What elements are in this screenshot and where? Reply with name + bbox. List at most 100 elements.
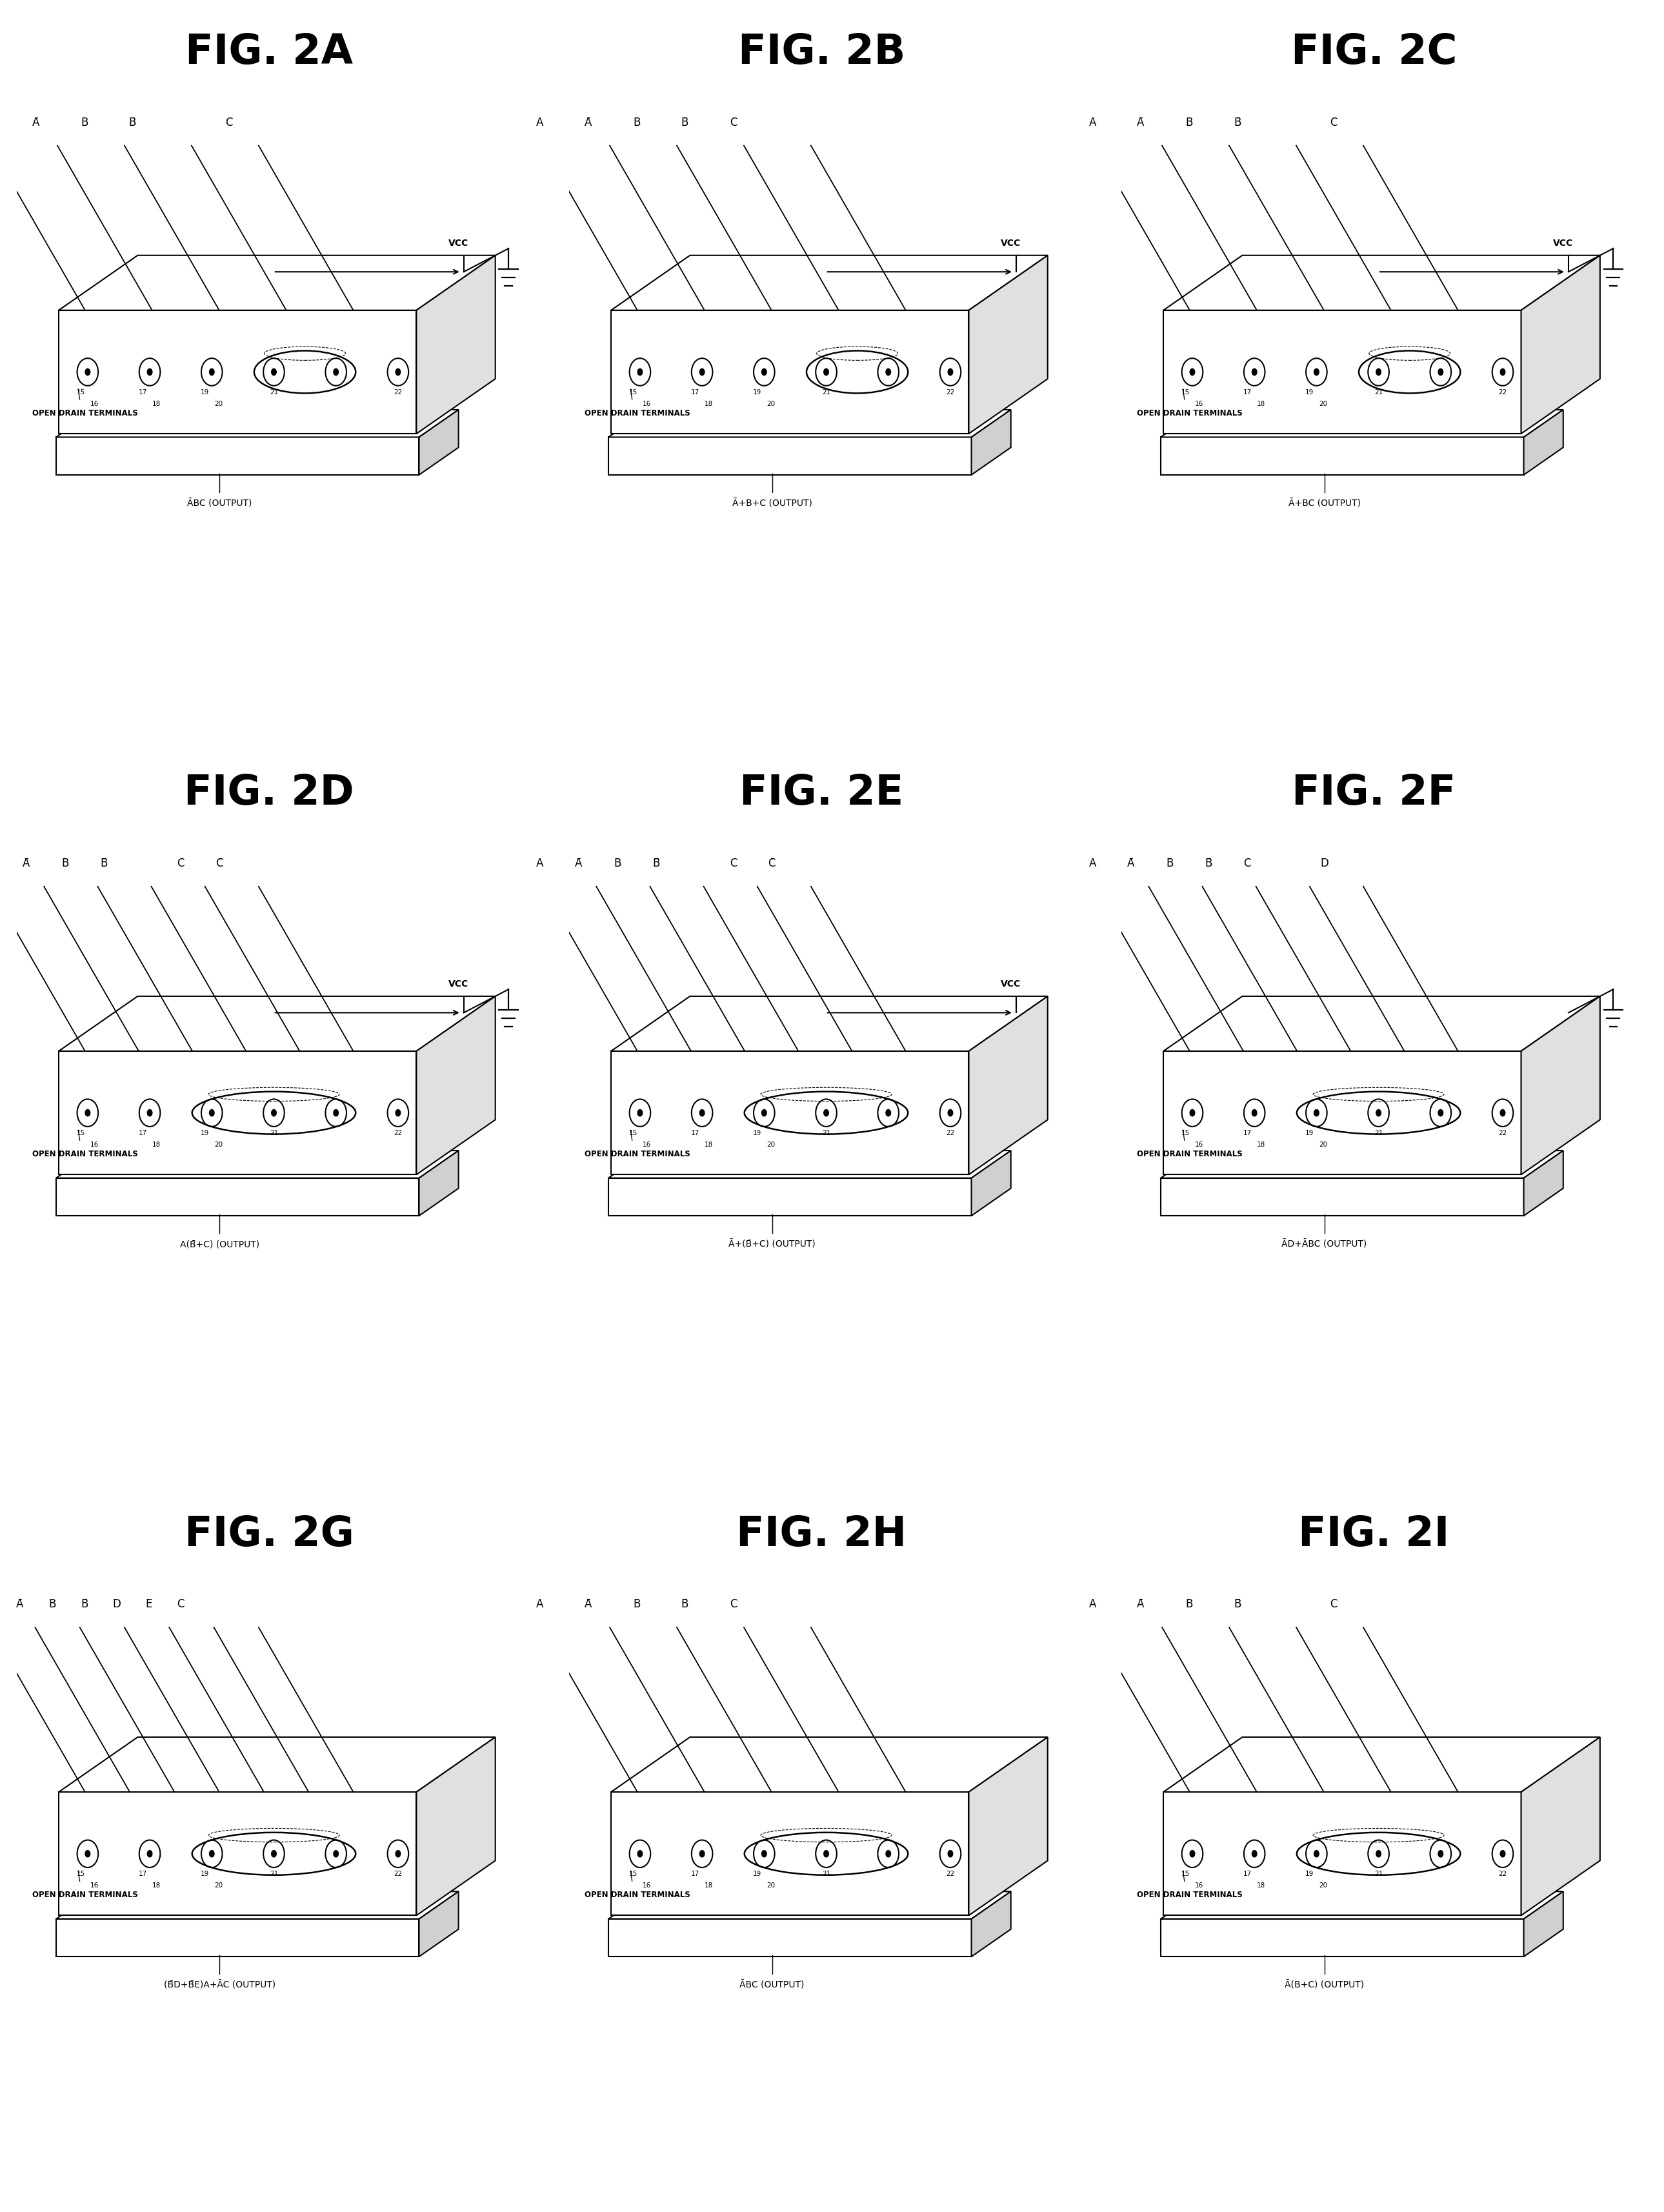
Text: 22: 22 bbox=[394, 1130, 403, 1137]
Text: C: C bbox=[1330, 117, 1338, 128]
Polygon shape bbox=[58, 1051, 416, 1175]
Circle shape bbox=[201, 358, 223, 385]
Text: D: D bbox=[113, 1599, 120, 1610]
Circle shape bbox=[1306, 1840, 1326, 1867]
Circle shape bbox=[824, 367, 829, 376]
Text: A: A bbox=[536, 1599, 544, 1610]
Circle shape bbox=[1190, 367, 1195, 376]
Text: C: C bbox=[1330, 1599, 1338, 1610]
Text: FIG. 2D: FIG. 2D bbox=[185, 774, 354, 814]
Text: Ā+BC (OUTPUT): Ā+BC (OUTPUT) bbox=[1288, 500, 1361, 509]
Circle shape bbox=[947, 1849, 953, 1858]
Circle shape bbox=[760, 1108, 767, 1117]
Circle shape bbox=[885, 367, 892, 376]
Circle shape bbox=[1181, 1099, 1203, 1126]
Text: ĀBC (OUTPUT): ĀBC (OUTPUT) bbox=[188, 500, 251, 509]
Circle shape bbox=[210, 1108, 215, 1117]
Text: Ā: Ā bbox=[576, 858, 582, 869]
Polygon shape bbox=[972, 1150, 1010, 1217]
Circle shape bbox=[146, 1849, 153, 1858]
Text: VCC: VCC bbox=[1553, 239, 1572, 248]
Polygon shape bbox=[1521, 254, 1601, 434]
Circle shape bbox=[140, 358, 160, 385]
Text: OPEN DRAIN TERMINALS: OPEN DRAIN TERMINALS bbox=[1137, 1150, 1243, 1159]
Text: OPEN DRAIN TERMINALS: OPEN DRAIN TERMINALS bbox=[1137, 409, 1243, 418]
Text: 15: 15 bbox=[77, 389, 85, 396]
Text: Ā: Ā bbox=[23, 858, 30, 869]
Text: Ā: Ā bbox=[1137, 1599, 1145, 1610]
Circle shape bbox=[1313, 367, 1320, 376]
Polygon shape bbox=[58, 995, 496, 1051]
Text: 19: 19 bbox=[201, 1130, 210, 1137]
Text: B: B bbox=[1166, 858, 1173, 869]
Text: 20: 20 bbox=[1320, 1882, 1328, 1889]
Polygon shape bbox=[419, 1150, 459, 1217]
Text: Ā: Ā bbox=[584, 1599, 592, 1610]
Polygon shape bbox=[1163, 1051, 1521, 1175]
Text: B̄: B̄ bbox=[681, 117, 689, 128]
Text: 22: 22 bbox=[1498, 389, 1508, 396]
Circle shape bbox=[815, 1099, 837, 1126]
Text: 21: 21 bbox=[822, 1871, 830, 1878]
Circle shape bbox=[394, 367, 401, 376]
Text: OPEN DRAIN TERMINALS: OPEN DRAIN TERMINALS bbox=[32, 1891, 138, 1900]
Polygon shape bbox=[1524, 409, 1562, 476]
Circle shape bbox=[692, 358, 712, 385]
Circle shape bbox=[760, 367, 767, 376]
Circle shape bbox=[885, 1849, 892, 1858]
Text: 19: 19 bbox=[201, 1871, 210, 1878]
Text: Ā(B+C) (OUTPUT): Ā(B+C) (OUTPUT) bbox=[1285, 1980, 1364, 1991]
Text: A: A bbox=[536, 858, 544, 869]
Polygon shape bbox=[1163, 995, 1601, 1051]
Circle shape bbox=[1181, 358, 1203, 385]
Text: 16: 16 bbox=[90, 400, 98, 407]
Text: Ā: Ā bbox=[1127, 858, 1135, 869]
Text: 22: 22 bbox=[1498, 1130, 1508, 1137]
Circle shape bbox=[333, 1849, 339, 1858]
Text: B̄: B̄ bbox=[1233, 117, 1241, 128]
Circle shape bbox=[140, 1840, 160, 1867]
Polygon shape bbox=[1161, 438, 1524, 476]
Polygon shape bbox=[968, 254, 1048, 434]
Text: 17: 17 bbox=[1243, 389, 1251, 396]
Text: FIG. 2B: FIG. 2B bbox=[737, 33, 905, 73]
Circle shape bbox=[754, 1840, 775, 1867]
Polygon shape bbox=[1521, 995, 1601, 1175]
Text: 18: 18 bbox=[704, 1882, 714, 1889]
Circle shape bbox=[1493, 358, 1513, 385]
Text: Ā+B+C (OUTPUT): Ā+B+C (OUTPUT) bbox=[732, 500, 812, 509]
Text: B̄: B̄ bbox=[100, 858, 106, 869]
Text: B: B bbox=[1185, 117, 1193, 128]
Circle shape bbox=[1438, 1108, 1443, 1117]
Polygon shape bbox=[609, 1918, 972, 1958]
Text: 17: 17 bbox=[691, 389, 699, 396]
Circle shape bbox=[1429, 358, 1451, 385]
Text: OPEN DRAIN TERMINALS: OPEN DRAIN TERMINALS bbox=[32, 1150, 138, 1159]
Text: Ā: Ā bbox=[17, 1599, 23, 1610]
Text: VCC: VCC bbox=[1000, 239, 1022, 248]
Circle shape bbox=[1429, 1099, 1451, 1126]
Polygon shape bbox=[57, 1918, 419, 1958]
Polygon shape bbox=[611, 1051, 968, 1175]
Circle shape bbox=[1251, 1108, 1258, 1117]
Text: 20: 20 bbox=[767, 400, 775, 407]
Circle shape bbox=[1306, 1099, 1326, 1126]
Circle shape bbox=[1499, 367, 1506, 376]
Text: 20: 20 bbox=[215, 1882, 223, 1889]
Circle shape bbox=[77, 1840, 98, 1867]
Circle shape bbox=[263, 1099, 285, 1126]
Text: 19: 19 bbox=[754, 389, 762, 396]
Polygon shape bbox=[1161, 1891, 1562, 1918]
Circle shape bbox=[146, 1108, 153, 1117]
Text: 18: 18 bbox=[1256, 400, 1266, 407]
Circle shape bbox=[637, 367, 642, 376]
Text: B: B bbox=[48, 1599, 57, 1610]
Circle shape bbox=[394, 1849, 401, 1858]
Circle shape bbox=[1251, 1849, 1258, 1858]
Circle shape bbox=[146, 367, 153, 376]
Text: Ā: Ā bbox=[584, 117, 592, 128]
Circle shape bbox=[77, 1099, 98, 1126]
Text: 15: 15 bbox=[77, 1130, 85, 1137]
Text: B̄: B̄ bbox=[128, 117, 136, 128]
Text: 17: 17 bbox=[691, 1871, 699, 1878]
